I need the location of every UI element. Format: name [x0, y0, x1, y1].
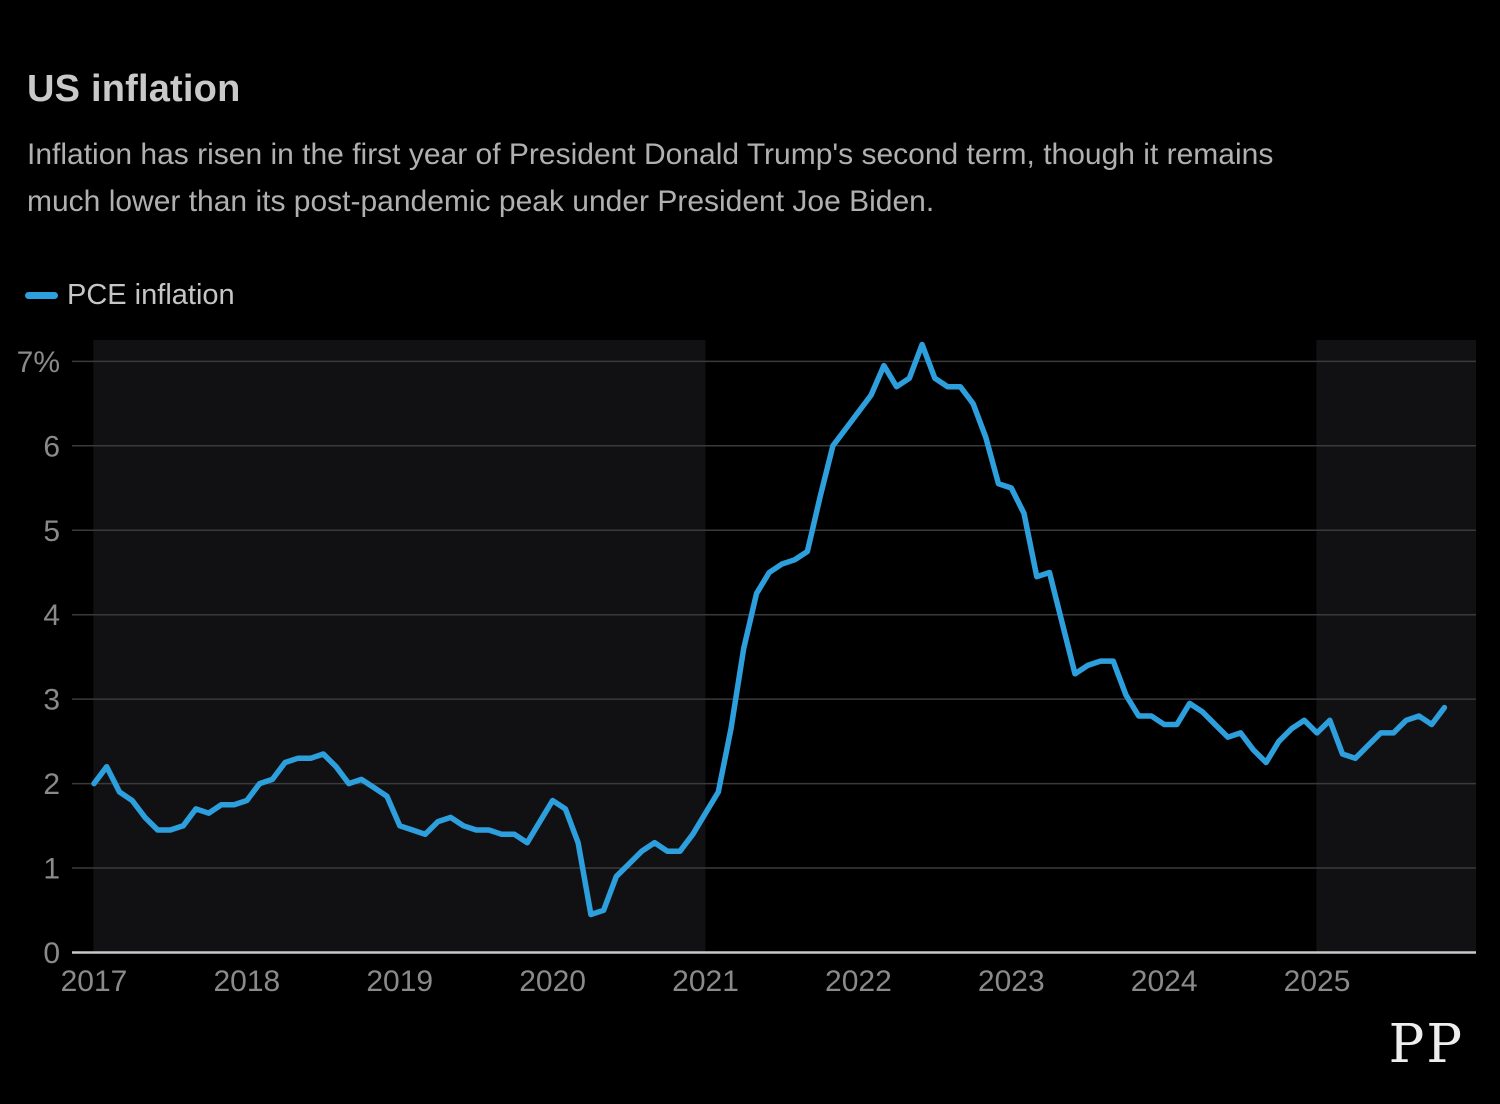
y-axis-label-5: 5 — [43, 515, 60, 548]
x-axis-label-2024: 2024 — [1131, 965, 1198, 998]
legend-line-swatch — [25, 292, 58, 299]
chart-subtitle: Inflation has risen in the first year of… — [27, 131, 1273, 225]
x-axis-label-2023: 2023 — [978, 965, 1045, 998]
shaded-panel-trump-first-term — [93, 340, 706, 952]
y-axis-label-0: 0 — [43, 937, 60, 970]
y-axis-label-1: 1 — [43, 853, 60, 886]
legend-label: PCE inflation — [67, 279, 235, 311]
publisher-logo: PP — [1388, 1014, 1464, 1075]
x-axis-label-2019: 2019 — [366, 965, 433, 998]
y-axis-label-3: 3 — [43, 684, 60, 717]
chart-title: US inflation — [27, 68, 241, 110]
subtitle-line-2: much lower than its post-pandemic peak u… — [27, 185, 935, 218]
x-axis-label-2021: 2021 — [672, 965, 739, 998]
x-axis-label-2017: 2017 — [61, 965, 128, 998]
x-axis-label-2022: 2022 — [825, 965, 892, 998]
x-axis-label-2020: 2020 — [519, 965, 586, 998]
y-axis-label-2: 2 — [43, 768, 60, 801]
y-axis-label-6: 6 — [43, 430, 60, 463]
shaded-panel-trump-second-term — [1316, 340, 1476, 952]
x-axis-label-2025: 2025 — [1284, 965, 1351, 998]
y-axis-label-4: 4 — [43, 599, 60, 632]
y-axis-label-7: 7% — [17, 346, 60, 379]
x-axis-label-2018: 2018 — [214, 965, 281, 998]
legend: PCE inflation — [25, 279, 235, 312]
subtitle-line-1: Inflation has risen in the first year of… — [27, 138, 1274, 171]
pce-inflation-line — [91, 341, 1448, 918]
